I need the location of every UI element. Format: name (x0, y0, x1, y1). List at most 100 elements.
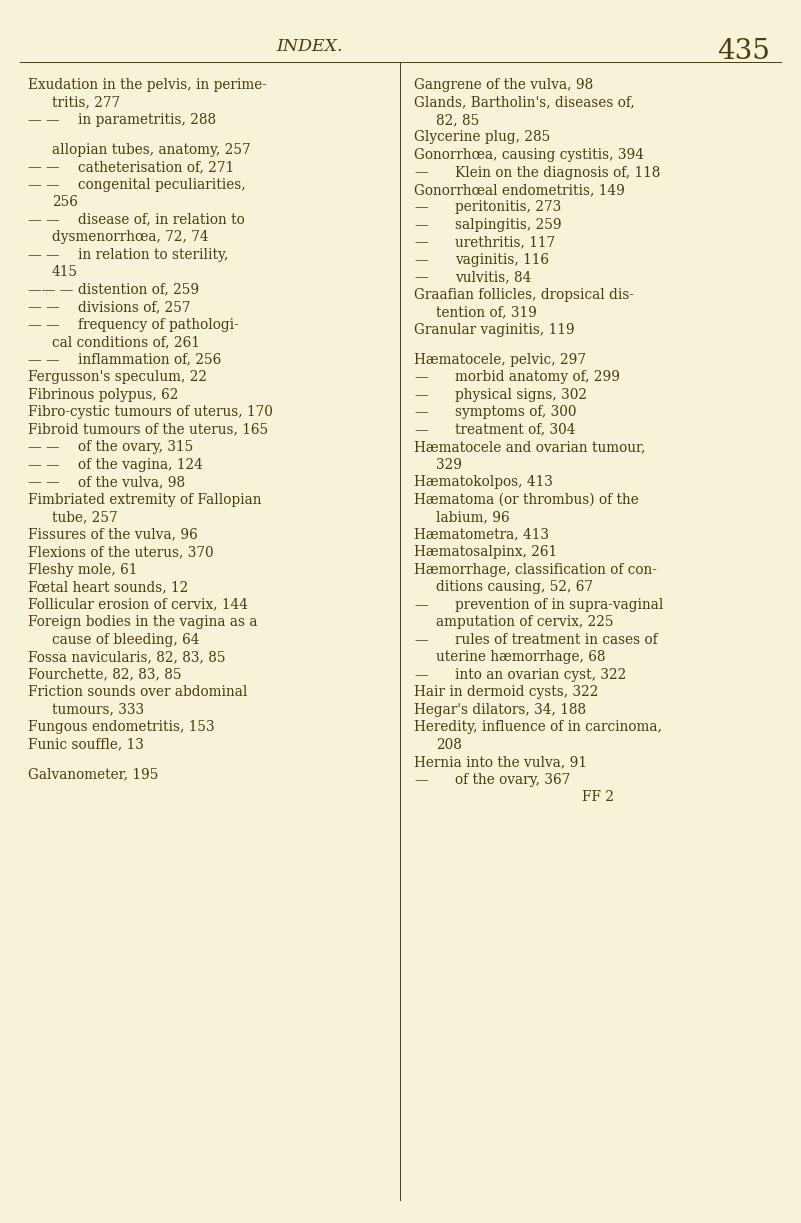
Text: allopian tubes, anatomy, 257: allopian tubes, anatomy, 257 (52, 143, 251, 157)
Text: Fibrinous polypus, 62: Fibrinous polypus, 62 (28, 388, 179, 401)
Text: Fœtal heart sounds, 12: Fœtal heart sounds, 12 (28, 580, 188, 594)
Text: —: — (414, 388, 428, 401)
Text: Gangrene of the vulva, 98: Gangrene of the vulva, 98 (414, 78, 594, 92)
Text: Gonorrhœa, causing cystitis, 394: Gonorrhœa, causing cystitis, 394 (414, 148, 644, 161)
Text: Hair in dermoid cysts, 322: Hair in dermoid cysts, 322 (414, 685, 598, 700)
Text: —: — (414, 253, 428, 267)
Text: Fossa navicularis, 82, 83, 85: Fossa navicularis, 82, 83, 85 (28, 651, 226, 664)
Text: — —: — — (28, 301, 59, 314)
Text: in parametritis, 288: in parametritis, 288 (78, 113, 216, 127)
Text: disease of, in relation to: disease of, in relation to (78, 213, 245, 226)
Text: urethritis, 117: urethritis, 117 (455, 236, 555, 249)
Text: Hæmatosalpinx, 261: Hæmatosalpinx, 261 (414, 545, 557, 559)
Text: — —: — — (28, 248, 59, 262)
Text: 435: 435 (717, 38, 770, 65)
Text: Galvanometer, 195: Galvanometer, 195 (28, 768, 159, 781)
Text: frequency of pathologi-: frequency of pathologi- (78, 318, 239, 331)
Text: salpingitis, 259: salpingitis, 259 (455, 218, 562, 232)
Text: Hæmatocele and ovarian tumour,: Hæmatocele and ovarian tumour, (414, 440, 646, 454)
Text: Fourchette, 82, 83, 85: Fourchette, 82, 83, 85 (28, 668, 182, 681)
Text: —: — (414, 773, 428, 786)
Text: cal conditions of, 261: cal conditions of, 261 (52, 335, 200, 350)
Text: amputation of cervix, 225: amputation of cervix, 225 (436, 615, 614, 630)
Text: Klein on the diagnosis of, 118: Klein on the diagnosis of, 118 (455, 165, 660, 180)
Text: FF 2: FF 2 (582, 790, 614, 805)
Text: Follicular erosion of cervix, 144: Follicular erosion of cervix, 144 (28, 598, 248, 612)
Text: Hæmatometra, 413: Hæmatometra, 413 (414, 528, 549, 542)
Text: Glands, Bartholin's, diseases of,: Glands, Bartholin's, diseases of, (414, 95, 634, 110)
Text: in relation to sterility,: in relation to sterility, (78, 248, 228, 262)
Text: rules of treatment in cases of: rules of treatment in cases of (455, 632, 658, 647)
Text: Graafian follicles, dropsical dis-: Graafian follicles, dropsical dis- (414, 287, 634, 302)
Text: symptoms of, 300: symptoms of, 300 (455, 405, 577, 419)
Text: Friction sounds over abdominal: Friction sounds over abdominal (28, 685, 248, 700)
Text: of the ovary, 315: of the ovary, 315 (78, 440, 193, 454)
Text: —: — (414, 201, 428, 214)
Text: 82, 85: 82, 85 (436, 113, 479, 127)
Text: of the ovary, 367: of the ovary, 367 (455, 773, 570, 786)
Text: ditions causing, 52, 67: ditions causing, 52, 67 (436, 580, 593, 594)
Text: Foreign bodies in the vagina as a: Foreign bodies in the vagina as a (28, 615, 257, 630)
Text: catheterisation of, 271: catheterisation of, 271 (78, 160, 234, 174)
Text: Flexions of the uterus, 370: Flexions of the uterus, 370 (28, 545, 214, 559)
Text: cause of bleeding, 64: cause of bleeding, 64 (52, 632, 199, 647)
Text: Fissures of the vulva, 96: Fissures of the vulva, 96 (28, 528, 198, 542)
Text: Hæmatoma (or thrombus) of the: Hæmatoma (or thrombus) of the (414, 493, 638, 506)
Text: Exudation in the pelvis, in perime-: Exudation in the pelvis, in perime- (28, 78, 267, 92)
Text: of the vulva, 98: of the vulva, 98 (78, 476, 185, 489)
Text: Fungous endometritis, 153: Fungous endometritis, 153 (28, 720, 215, 734)
Text: — —: — — (28, 160, 59, 174)
Text: Hæmorrhage, classification of con-: Hæmorrhage, classification of con- (414, 563, 657, 577)
Text: Fimbriated extremity of Fallopian: Fimbriated extremity of Fallopian (28, 493, 261, 506)
Text: vulvitis, 84: vulvitis, 84 (455, 270, 531, 285)
Text: —: — (414, 668, 428, 681)
Text: 415: 415 (52, 265, 78, 279)
Text: 256: 256 (52, 196, 78, 209)
Text: Gonorrhœal endometritis, 149: Gonorrhœal endometritis, 149 (414, 183, 625, 197)
Text: physical signs, 302: physical signs, 302 (455, 388, 587, 401)
Text: — —: — — (28, 352, 59, 367)
Text: —: — (414, 236, 428, 249)
Text: —: — (414, 165, 428, 180)
Text: INDEX.: INDEX. (277, 38, 344, 55)
Text: —: — (414, 423, 428, 437)
Text: Fleshy mole, 61: Fleshy mole, 61 (28, 563, 138, 577)
Text: Fibro-cystic tumours of uterus, 170: Fibro-cystic tumours of uterus, 170 (28, 405, 273, 419)
Text: Hæmatokolpos, 413: Hæmatokolpos, 413 (414, 476, 553, 489)
Text: Hæmatocele, pelvic, 297: Hæmatocele, pelvic, 297 (414, 352, 586, 367)
Text: tube, 257: tube, 257 (52, 510, 118, 525)
Text: treatment of, 304: treatment of, 304 (455, 423, 575, 437)
Text: 208: 208 (436, 737, 462, 752)
Text: peritonitis, 273: peritonitis, 273 (455, 201, 562, 214)
Text: — —: — — (28, 213, 59, 226)
Text: —: — (414, 371, 428, 384)
Text: congenital peculiarities,: congenital peculiarities, (78, 177, 246, 192)
Text: distention of, 259: distention of, 259 (78, 283, 199, 297)
Text: Hernia into the vulva, 91: Hernia into the vulva, 91 (414, 756, 587, 769)
Text: Heredity, influence of in carcinoma,: Heredity, influence of in carcinoma, (414, 720, 662, 734)
Text: dysmenorrhœa, 72, 74: dysmenorrhœa, 72, 74 (52, 230, 208, 245)
Text: of the vagina, 124: of the vagina, 124 (78, 457, 203, 472)
Text: —: — (414, 632, 428, 647)
Text: —: — (414, 270, 428, 285)
Text: labium, 96: labium, 96 (436, 510, 509, 525)
Text: 329: 329 (436, 457, 462, 472)
Text: Funic souffle, 13: Funic souffle, 13 (28, 737, 144, 752)
Text: —: — (414, 218, 428, 232)
Text: prevention of in supra-vaginal: prevention of in supra-vaginal (455, 598, 663, 612)
Text: uterine hæmorrhage, 68: uterine hæmorrhage, 68 (436, 651, 606, 664)
Text: — —: — — (28, 318, 59, 331)
Text: morbid anatomy of, 299: morbid anatomy of, 299 (455, 371, 620, 384)
Text: into an ovarian cyst, 322: into an ovarian cyst, 322 (455, 668, 626, 681)
Text: Hegar's dilators, 34, 188: Hegar's dilators, 34, 188 (414, 703, 586, 717)
Text: Granular vaginitis, 119: Granular vaginitis, 119 (414, 323, 574, 338)
Text: tumours, 333: tumours, 333 (52, 703, 144, 717)
Text: —: — (414, 598, 428, 612)
Text: tention of, 319: tention of, 319 (436, 306, 537, 319)
Text: — —: — — (28, 457, 59, 472)
Text: — —: — — (28, 113, 59, 127)
Text: Fergusson's speculum, 22: Fergusson's speculum, 22 (28, 371, 207, 384)
Text: —: — (414, 405, 428, 419)
Text: —— —: —— — (28, 283, 73, 297)
Text: — —: — — (28, 476, 59, 489)
